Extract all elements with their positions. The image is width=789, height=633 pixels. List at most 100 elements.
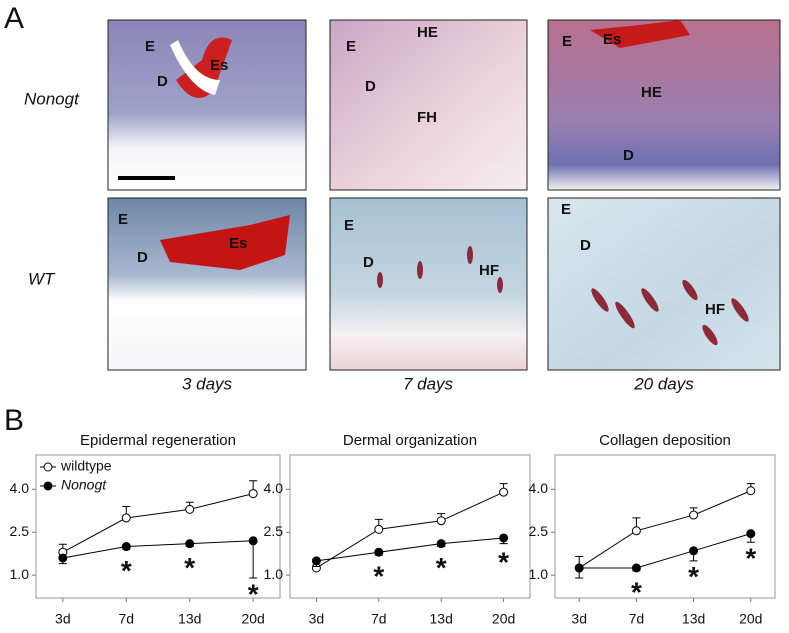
data-point: [436, 539, 446, 549]
image-label: E: [561, 201, 571, 218]
image-label: E: [562, 33, 572, 50]
y-tick-label: 1.0: [264, 566, 284, 582]
series-line: [62, 493, 254, 553]
y-tick-label: 4.0: [529, 480, 549, 496]
data-point: [248, 489, 258, 499]
micrograph: [107, 19, 307, 191]
data-point: [574, 563, 584, 573]
legend-label: Nonogt: [61, 477, 107, 493]
column-label: 3 days: [182, 374, 233, 393]
x-tick-label: 20d: [739, 611, 762, 627]
data-point: [121, 542, 131, 552]
significance-marker: *: [436, 552, 447, 583]
data-point: [689, 546, 699, 556]
y-tick-label: 1.0: [529, 566, 549, 582]
row-label: WT: [28, 269, 56, 288]
image-label: D: [137, 249, 148, 266]
x-tick-label: 13d: [430, 611, 453, 627]
data-point: [248, 536, 258, 546]
panel-label: A: [4, 2, 24, 35]
image-label: D: [363, 254, 374, 271]
plot-frame: [35, 454, 281, 599]
significance-marker: *: [184, 552, 195, 583]
image-label: D: [623, 147, 634, 164]
data-point: [185, 539, 195, 549]
data-point: [631, 563, 641, 573]
data-point: [499, 533, 509, 543]
micrograph: [547, 197, 781, 371]
x-tick-label: 3d: [55, 611, 71, 627]
legend-marker: [43, 462, 53, 472]
y-tick-label: 4.0: [264, 480, 284, 496]
image-label: HF: [479, 262, 499, 279]
significance-marker: *: [373, 561, 384, 592]
error-bar: [249, 540, 258, 579]
plot-frame: [554, 454, 776, 599]
series-line: [579, 533, 751, 569]
data-point: [185, 504, 195, 514]
significance-marker: *: [631, 576, 642, 607]
y-tick-label: 1.0: [10, 566, 30, 582]
y-tick-label: 2.5: [264, 523, 284, 539]
data-point: [631, 526, 641, 536]
hair-follicles: [377, 246, 749, 346]
series-line: [316, 491, 504, 569]
chart-title: Epidermal regeneration: [80, 432, 236, 449]
significance-marker: *: [248, 578, 259, 609]
x-tick-label: 20d: [241, 611, 264, 627]
data-point: [499, 487, 509, 497]
x-tick-label: 3d: [309, 611, 325, 627]
eschar: [160, 215, 290, 270]
chart-title: Dermal organization: [343, 432, 477, 449]
image-label: Es: [603, 31, 621, 48]
image-label: HE: [417, 24, 438, 41]
significance-marker: *: [745, 543, 756, 574]
series-line: [578, 490, 751, 569]
column-label: 7 days: [403, 374, 454, 393]
x-tick-label: 3d: [571, 611, 587, 627]
panel-label: B: [4, 404, 24, 437]
image-label: E: [118, 211, 128, 228]
image-label: D: [580, 237, 591, 254]
image-label: Es: [229, 235, 247, 252]
eschar: [176, 37, 232, 98]
micrograph: [329, 197, 528, 371]
significance-marker: *: [121, 555, 132, 586]
image-label: HE: [641, 84, 662, 101]
plot-frame: [289, 454, 531, 599]
series-line: [316, 537, 504, 562]
y-tick-label: 4.0: [10, 480, 30, 496]
eschar: [590, 20, 690, 48]
data-point: [121, 513, 131, 523]
y-tick-label: 2.5: [10, 523, 30, 539]
x-tick-label: 7d: [118, 611, 134, 627]
data-point: [689, 510, 699, 520]
data-point: [374, 524, 384, 534]
image-label: HF: [705, 301, 725, 318]
data-point: [746, 529, 756, 539]
y-tick-label: 2.5: [529, 523, 549, 539]
data-point: [58, 553, 68, 563]
wound: [170, 40, 220, 95]
image-label: D: [365, 78, 376, 95]
column-label: 20 days: [633, 374, 694, 393]
data-point: [746, 486, 756, 496]
image-label: Es: [210, 57, 228, 74]
x-tick-label: 20d: [492, 611, 515, 627]
micrograph: [547, 19, 781, 191]
series-line: [62, 540, 254, 559]
legend-label: wildtype: [60, 458, 112, 474]
micrograph: [329, 19, 528, 191]
x-tick-label: 13d: [178, 611, 201, 627]
image-label: FH: [417, 109, 437, 126]
chart-title: Collagen deposition: [599, 432, 731, 449]
significance-marker: *: [498, 546, 509, 577]
row-label: Nonogt: [24, 89, 80, 108]
data-point: [311, 556, 321, 566]
image-label: E: [346, 38, 356, 55]
data-point: [436, 516, 446, 526]
image-label: E: [344, 217, 354, 234]
data-point: [374, 547, 384, 557]
significance-marker: *: [688, 561, 699, 592]
